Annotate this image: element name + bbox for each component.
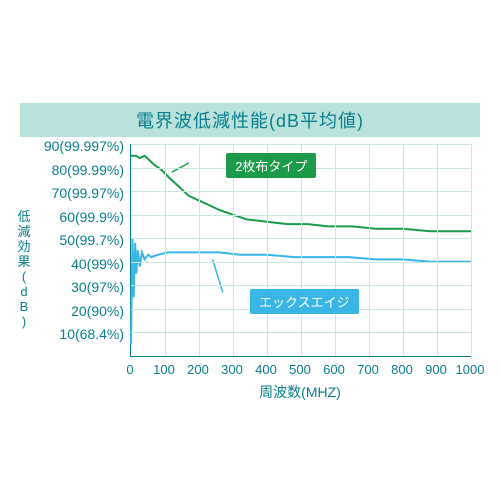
x-tick-label: 200 — [187, 362, 209, 377]
chart-area: 低減効果(dB) 90(99.997%)80(99.99%)70(99.97%)… — [20, 140, 480, 410]
gridline-v — [403, 144, 404, 356]
y-tick-label: 60(99.9%) — [59, 210, 124, 224]
y-tick-label: 30(97%) — [71, 280, 124, 294]
y-tick-label: 20(90%) — [71, 304, 124, 318]
gridline-v — [335, 144, 336, 356]
x-tick-label: 400 — [255, 362, 277, 377]
gridline-v — [369, 144, 370, 356]
x-tick-label: 100 — [153, 362, 175, 377]
gridline-v — [471, 144, 472, 356]
x-tick-label: 0 — [126, 362, 133, 377]
legend-leader — [213, 259, 223, 292]
y-tick-label: 40(99%) — [71, 257, 124, 271]
gridline-v — [199, 144, 200, 356]
x-tick-label: 900 — [425, 362, 447, 377]
gridline-v — [165, 144, 166, 356]
gridline-v — [437, 144, 438, 356]
y-tick-label: 80(99.99%) — [52, 163, 124, 177]
x-tick-label: 700 — [357, 362, 379, 377]
x-tick-label: 500 — [289, 362, 311, 377]
y-axis-title: 低減効果(dB) — [16, 210, 32, 330]
x-axis-title: 周波数(MHZ) — [130, 382, 470, 402]
y-tick-label: 70(99.97%) — [52, 186, 124, 200]
x-tick-label: 1000 — [456, 362, 485, 377]
plot-region: 2枚布タイプエックスエイジ — [130, 144, 471, 357]
legend-label: 2枚布タイプ — [226, 153, 316, 178]
legend-label: エックスエイジ — [250, 289, 359, 314]
x-tick-label: 600 — [323, 362, 345, 377]
y-tick-label: 10(68.4%) — [59, 327, 124, 341]
y-tick-label: 90(99.997%) — [44, 139, 124, 153]
x-tick-label: 800 — [391, 362, 413, 377]
x-tick-label: 300 — [221, 362, 243, 377]
y-tick-label: 50(99.7%) — [59, 233, 124, 247]
chart-title: 電界波低減性能(dB平均値) — [20, 103, 480, 137]
